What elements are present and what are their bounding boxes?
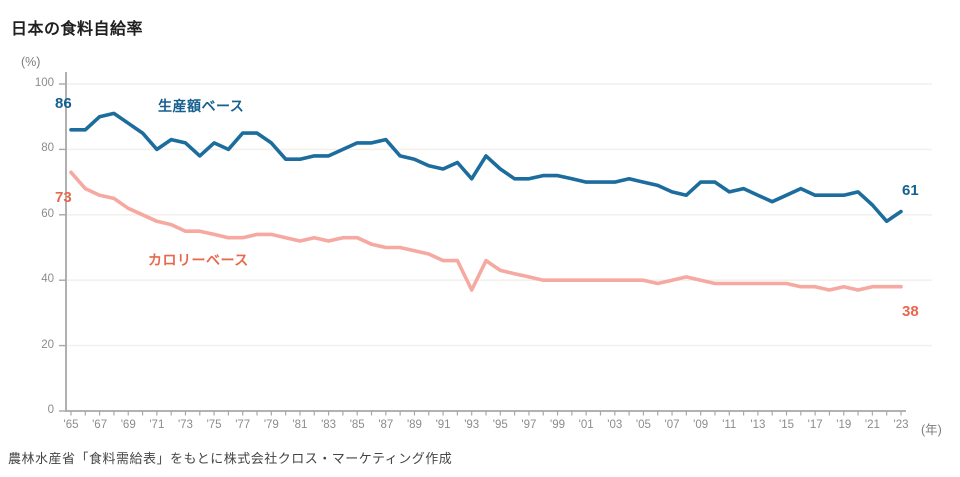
- y-tick-label: 0: [47, 404, 54, 416]
- x-tick-label: '71: [149, 419, 165, 431]
- x-tick-label: '83: [321, 419, 337, 431]
- x-tick-label: '11: [722, 419, 737, 431]
- x-tick-label: '05: [635, 419, 651, 431]
- x-tick-label: '17: [807, 419, 823, 431]
- series-line-production-value: [69, 111, 903, 224]
- x-tick-label: '65: [63, 419, 79, 431]
- y-tick-label: 40: [41, 273, 54, 286]
- start-value-production-value: 86: [55, 95, 72, 112]
- y-tick-label: 20: [41, 338, 54, 351]
- x-tick-label: '87: [378, 419, 394, 431]
- x-tick-label: '03: [607, 419, 623, 431]
- end-value-production-value: 61: [902, 182, 919, 199]
- x-tick-label: '73: [177, 419, 193, 431]
- x-tick-label: '67: [92, 419, 108, 431]
- series-line-calorie: [69, 170, 903, 292]
- x-tick-label: '95: [492, 419, 508, 431]
- series-label-production-value: 生産額ベース: [158, 98, 245, 114]
- y-axis-unit-label: (%): [21, 55, 41, 69]
- x-tick-label: '19: [836, 419, 852, 431]
- x-tick-label: '15: [779, 419, 795, 431]
- source-note: 農林水産省「食料需給表」をもとに株式会社クロス・マーケティング作成: [8, 451, 453, 466]
- x-tick-label: '13: [750, 419, 766, 431]
- axes: [65, 72, 906, 412]
- x-tick-label: '85: [349, 419, 365, 431]
- x-tick-label: '69: [120, 419, 136, 431]
- x-tick-label: '79: [263, 419, 279, 431]
- x-tick-label: '21: [864, 419, 880, 431]
- x-tick-label: '75: [206, 419, 222, 431]
- y-tick-label: 80: [41, 142, 54, 155]
- x-tick-label: '23: [893, 419, 909, 431]
- x-tick-label: '99: [550, 419, 566, 431]
- y-tick-label: 100: [34, 77, 54, 89]
- x-tick-label: '09: [693, 419, 709, 431]
- end-value-calorie: 38: [902, 303, 919, 320]
- x-axis-unit-label: (年): [921, 423, 942, 437]
- x-tick-label: '77: [235, 419, 251, 431]
- x-tick-label: '97: [521, 419, 537, 431]
- x-tick-label: '91: [435, 419, 451, 431]
- x-tick-label: '89: [406, 419, 422, 431]
- chart-title: 日本の食料自給率: [11, 21, 144, 38]
- x-tick-label: '81: [292, 419, 308, 431]
- y-tick-label: 60: [41, 207, 54, 220]
- x-tick-label: '93: [464, 419, 480, 431]
- start-value-calorie: 73: [55, 189, 72, 206]
- x-tick-label: '01: [578, 419, 594, 431]
- x-tick-label: '07: [664, 419, 680, 431]
- series-label-calorie: カロリーベース: [148, 252, 249, 268]
